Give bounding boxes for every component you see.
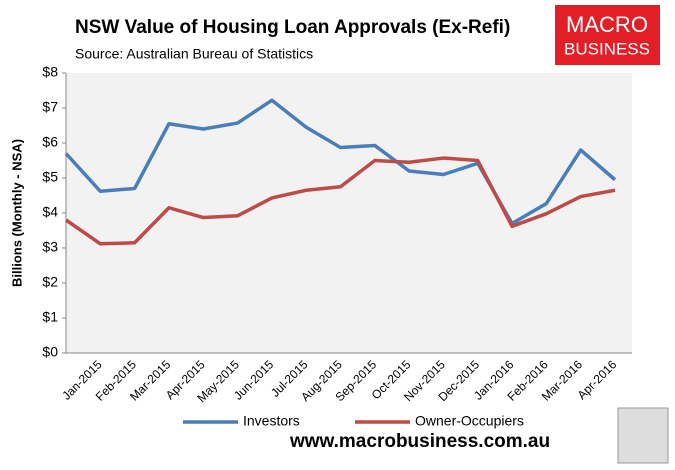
y-tick-label: $7	[42, 99, 58, 115]
footer: www.macrobusiness.com.au	[289, 431, 550, 452]
series-line	[65, 156, 616, 246]
logo-box	[555, 5, 660, 65]
wolf-icon	[617, 407, 669, 464]
y-axis-label: Billions (Monthly - NSA)	[9, 139, 24, 287]
legend-label: Investors	[243, 413, 300, 429]
chart-title: NSW Value of Housing Loan Approvals (Ex-…	[75, 17, 510, 38]
logo-text: MACRO	[566, 12, 648, 37]
y-tick-label: $4	[42, 204, 58, 220]
logo-text: BUSINESS	[564, 39, 650, 58]
y-tick-label: $2	[42, 274, 58, 290]
y-tick-label: $1	[42, 309, 58, 325]
series-line	[64, 98, 617, 226]
y-tick-label: $3	[42, 239, 58, 255]
plot-area	[66, 73, 632, 353]
y-tick-label: $5	[42, 169, 58, 185]
legend-label: Owner-Occupiers	[415, 413, 524, 429]
y-tick-label: $6	[42, 134, 58, 150]
y-tick-label: $0	[42, 344, 58, 360]
y-tick-label: $8	[42, 64, 58, 80]
chart-subtitle: Source: Australian Bureau of Statistics	[75, 46, 313, 62]
